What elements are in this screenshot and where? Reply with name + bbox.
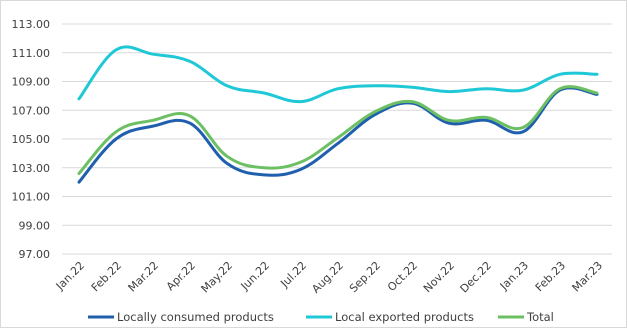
y-axis-ticks: 97.00 99.00 101.00 103.00 105.00 107.00 109.00… xyxy=(12,18,51,261)
x-tick-label: Jul.22 xyxy=(277,259,309,291)
x-tick-label: Apr.22 xyxy=(164,259,198,293)
x-axis-ticks: Jan.22 Feb.22 Mar.22 Apr.22 May.22 Jun.22 Jul.… xyxy=(53,259,605,296)
y-tick-label: 107.00 xyxy=(12,104,51,117)
x-tick-label: Aug.22 xyxy=(309,259,346,296)
legend-label: Total xyxy=(526,310,554,324)
x-tick-label: Sep.22 xyxy=(347,259,383,295)
x-tick-label: Feb.23 xyxy=(533,259,568,294)
x-tick-label: Oct.22 xyxy=(385,259,420,294)
x-tick-label: Jan.22 xyxy=(53,259,87,293)
series-lines xyxy=(77,45,599,184)
y-tick-label: 111.00 xyxy=(12,47,51,60)
series-line-1 xyxy=(77,45,599,104)
legend: Locally consumed products Local exported … xyxy=(88,310,554,324)
y-tick-label: 105.00 xyxy=(12,133,51,146)
x-tick-label: Dec.22 xyxy=(458,259,495,296)
series-line-0 xyxy=(77,86,599,184)
x-tick-label: Feb.22 xyxy=(89,259,124,294)
y-tick-label: 109.00 xyxy=(12,76,51,89)
y-tick-label: 101.00 xyxy=(12,191,51,204)
gridlines xyxy=(62,23,612,255)
y-tick-label: 103.00 xyxy=(12,162,51,175)
x-tick-label: Mar.23 xyxy=(570,259,606,295)
y-tick-label: 113.00 xyxy=(12,18,51,31)
x-tick-label: Jun.22 xyxy=(238,259,272,293)
y-tick-label: 99.00 xyxy=(19,219,51,232)
x-tick-label: Nov.22 xyxy=(421,259,457,295)
x-tick-label: Mar.22 xyxy=(126,259,162,295)
y-tick-label: 97.00 xyxy=(19,248,51,261)
series-line-2 xyxy=(77,85,599,175)
legend-label: Locally consumed products xyxy=(117,310,274,324)
x-tick-label: May.22 xyxy=(199,259,236,296)
x-tick-label: Jan.23 xyxy=(497,259,531,293)
legend-label: Local exported products xyxy=(335,310,474,324)
